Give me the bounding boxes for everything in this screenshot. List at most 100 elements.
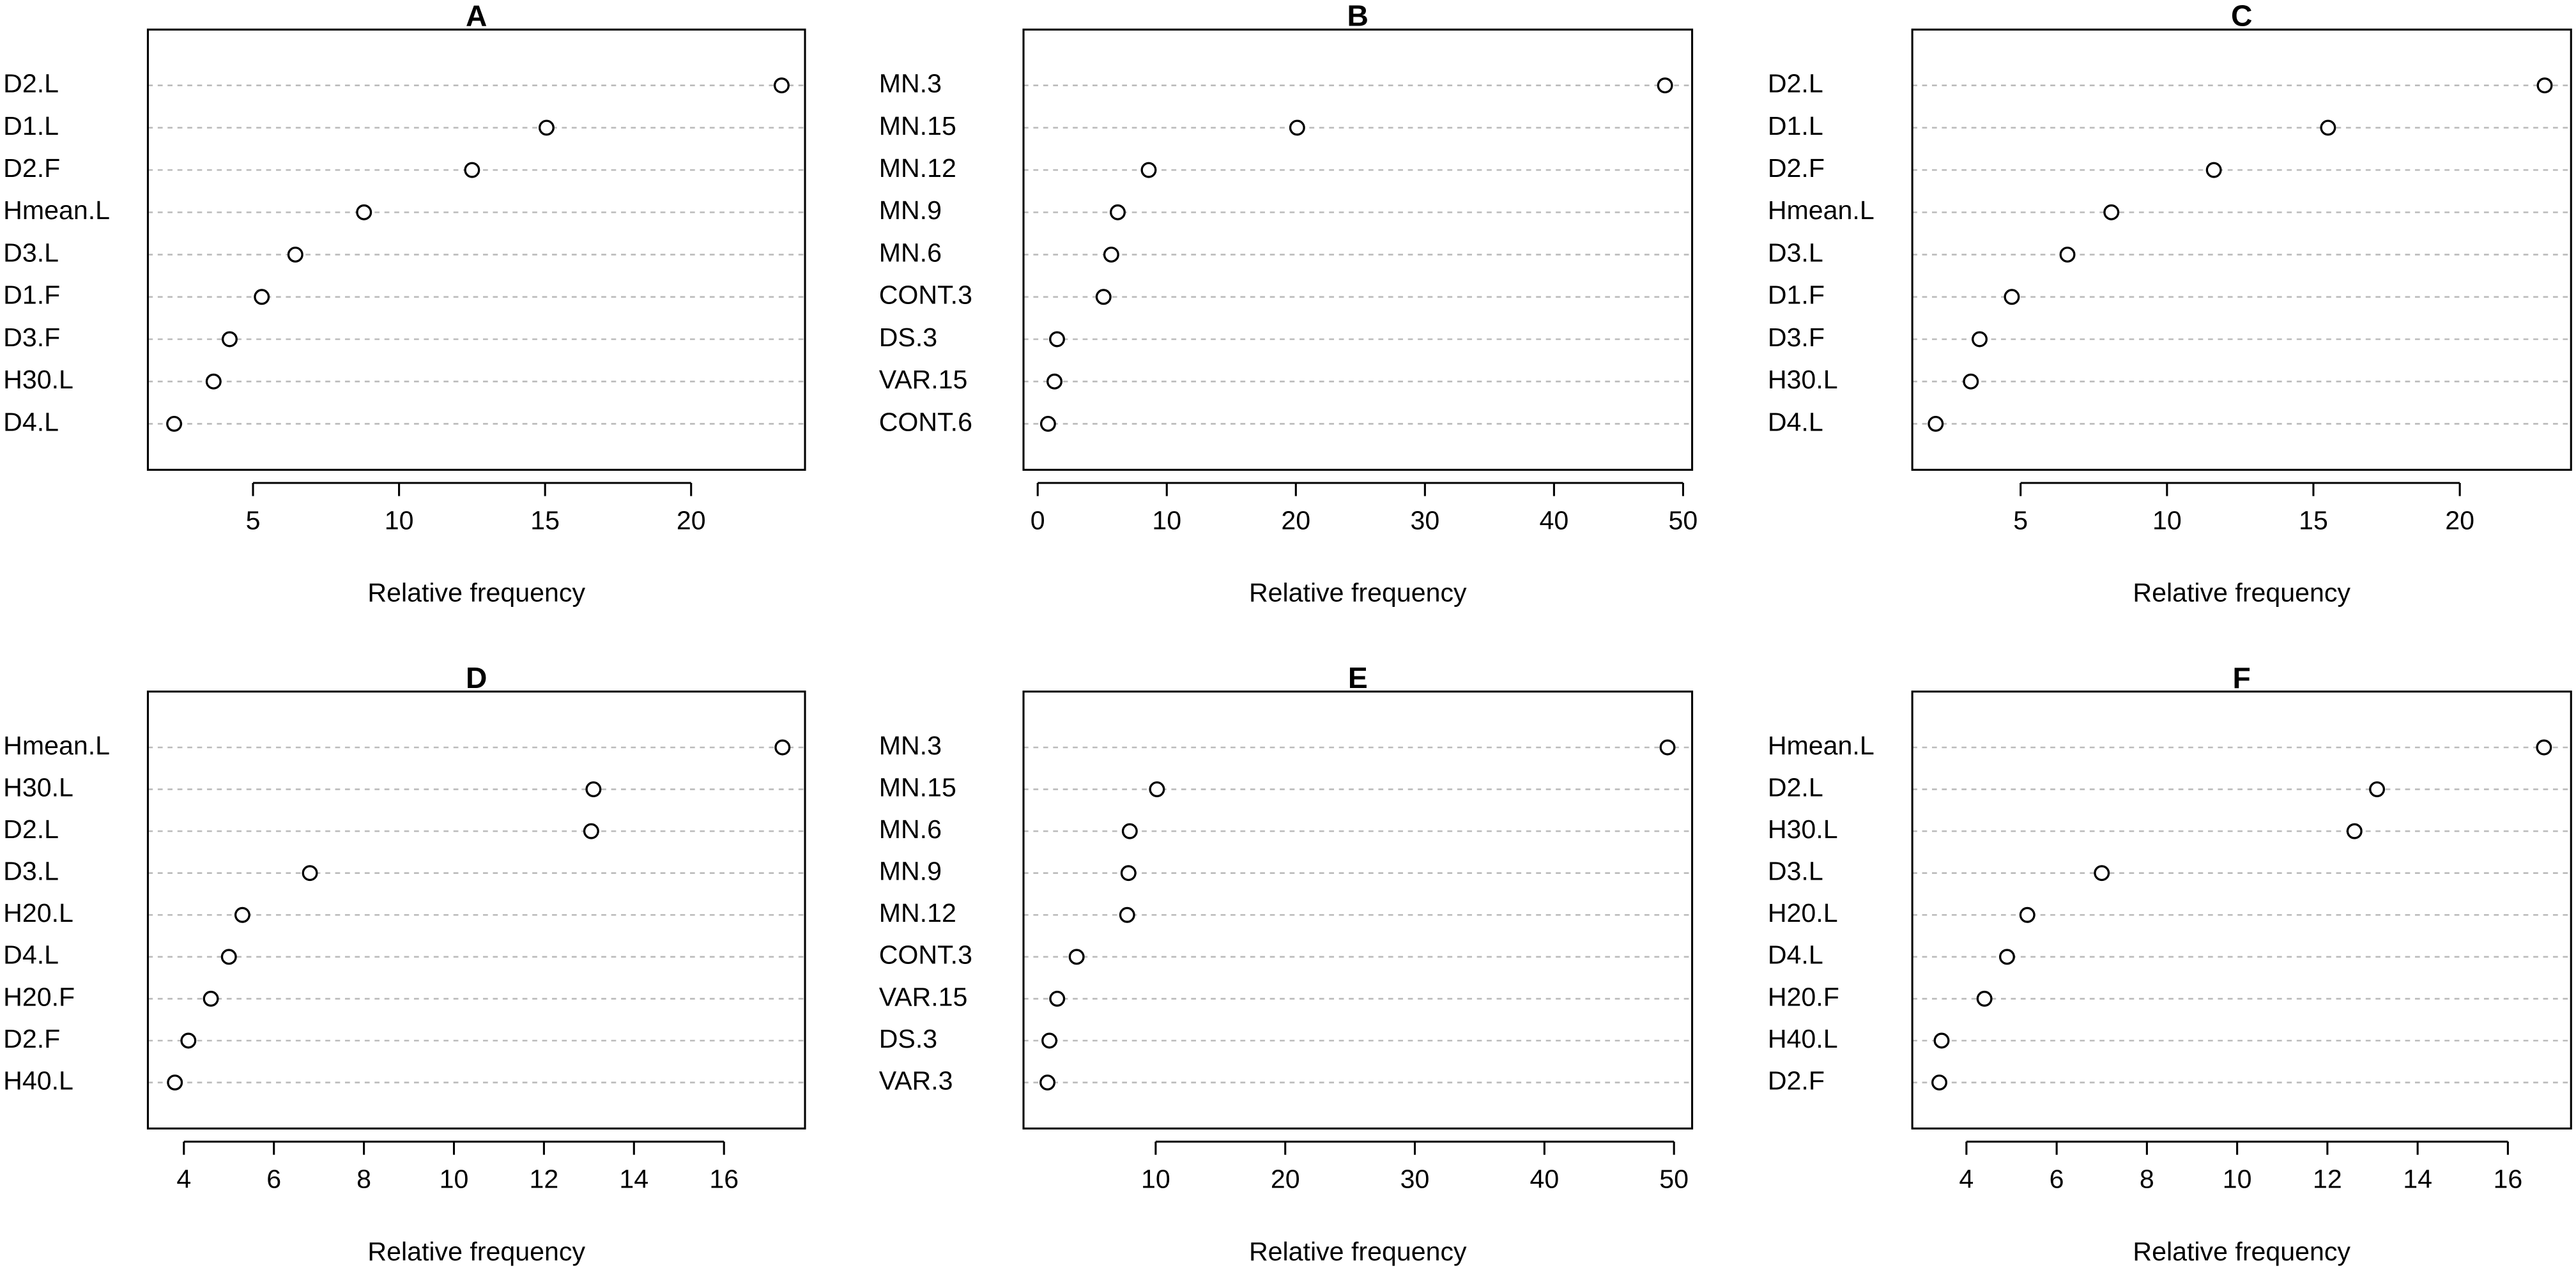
dot [583,823,599,839]
dot [1041,1032,1058,1049]
dot [2369,781,2386,798]
x-tick-label: 10 [2223,1165,2252,1194]
x-axis-label: Relative frequency [367,578,585,608]
category-label: H30.L [3,772,73,802]
plot-frame [1911,28,2572,471]
category-label: MN.12 [879,153,956,183]
x-tick-label: 30 [1400,1165,1430,1194]
x-tick-label: 10 [1152,506,1181,535]
x-tick-label: 20 [2445,506,2474,535]
x-tick-label: 20 [677,506,706,535]
x-tick-label: 16 [709,1165,739,1194]
dot [2059,247,2076,263]
dot [2019,906,2035,923]
category-label: H40.L [3,1066,73,1095]
dot [1976,990,1993,1007]
dot [302,865,318,882]
dot [2103,204,2120,220]
dot [1039,1074,1055,1091]
dot [221,331,238,348]
dot [234,906,250,923]
x-axis-label: Relative frequency [2133,578,2350,608]
dot [2094,865,2110,882]
x-tick-label: 10 [2152,506,2182,535]
dot [220,949,237,965]
dot [1149,781,1165,798]
x-tick-label: 15 [2299,506,2328,535]
category-label: H20.L [3,898,73,928]
category-label: D3.L [3,238,59,267]
x-tick-label: 4 [1959,1165,1974,1194]
category-label: MN.9 [879,857,942,886]
x-tick-label: 8 [2140,1165,2154,1194]
category-label: VAR.3 [879,1066,953,1095]
x-tick-label: 20 [1281,506,1310,535]
category-label: D4.L [1768,940,1823,970]
category-label: D3.L [3,857,59,886]
category-label: VAR.15 [879,365,968,394]
dot [1657,77,1673,94]
x-tick-label: 16 [2494,1165,2523,1194]
category-label: MN.9 [879,195,942,225]
x-axis-label: Relative frequency [2133,1237,2350,1266]
x-tick-label: 6 [2050,1165,2064,1194]
x-tick-label: 10 [385,506,414,535]
x-tick-label: 12 [2313,1165,2342,1194]
category-label: H20.F [1768,982,1839,1011]
category-label: H30.L [3,365,73,394]
dot [1933,1032,1950,1049]
dot [1120,865,1137,882]
dot [1095,289,1112,305]
dot [538,119,555,136]
x-tick-label: 30 [1410,506,1439,535]
dot [1068,949,1085,965]
category-label: MN.12 [879,898,956,928]
x-tick-label: 0 [1031,506,1045,535]
category-label: D2.L [1768,69,1823,98]
dot [1659,739,1676,756]
category-label: VAR.15 [879,982,968,1011]
dot [166,415,183,432]
category-label: D3.L [1768,857,1823,886]
category-label: Hmean.L [3,731,110,760]
x-tick-label: 5 [2013,506,2028,535]
category-label: D1.L [3,111,59,141]
category-label: D3.F [1768,323,1825,352]
dot [1928,415,1944,432]
category-label: DS.3 [879,323,937,352]
dot [2536,77,2553,94]
dot [1289,119,1305,136]
dot [1121,823,1138,839]
category-label: D2.L [3,69,59,98]
dot [180,1032,197,1049]
dot [773,77,790,94]
x-tick-label: 5 [246,506,261,535]
dot [464,162,480,178]
category-label: CONT.3 [879,280,972,310]
category-label: H20.F [3,982,75,1011]
category-label: H20.L [1768,898,1838,928]
category-label: CONT.3 [879,940,972,970]
x-tick-label: 10 [440,1165,469,1194]
x-tick-label: 14 [2403,1165,2432,1194]
panel-title: C [2231,0,2252,33]
panel-title: B [1347,0,1368,33]
plot-frame [1022,28,1694,471]
category-label: D1.F [3,280,60,310]
plot-frame [1911,691,2572,1130]
category-label: CONT.6 [879,407,972,436]
dot [2205,162,2222,178]
category-label: D2.F [1768,1066,1825,1095]
x-tick-label: 40 [1540,506,1569,535]
x-tick-label: 14 [619,1165,648,1194]
dot [1039,415,1056,432]
dot [167,1074,183,1091]
dot [1140,162,1157,178]
category-label: D2.L [3,814,59,844]
category-label: D2.F [3,153,60,183]
dot [2320,119,2336,136]
dot [1049,990,1066,1007]
category-label: D2.L [1768,772,1823,802]
category-label: H30.L [1768,365,1838,394]
category-label: H30.L [1768,814,1838,844]
